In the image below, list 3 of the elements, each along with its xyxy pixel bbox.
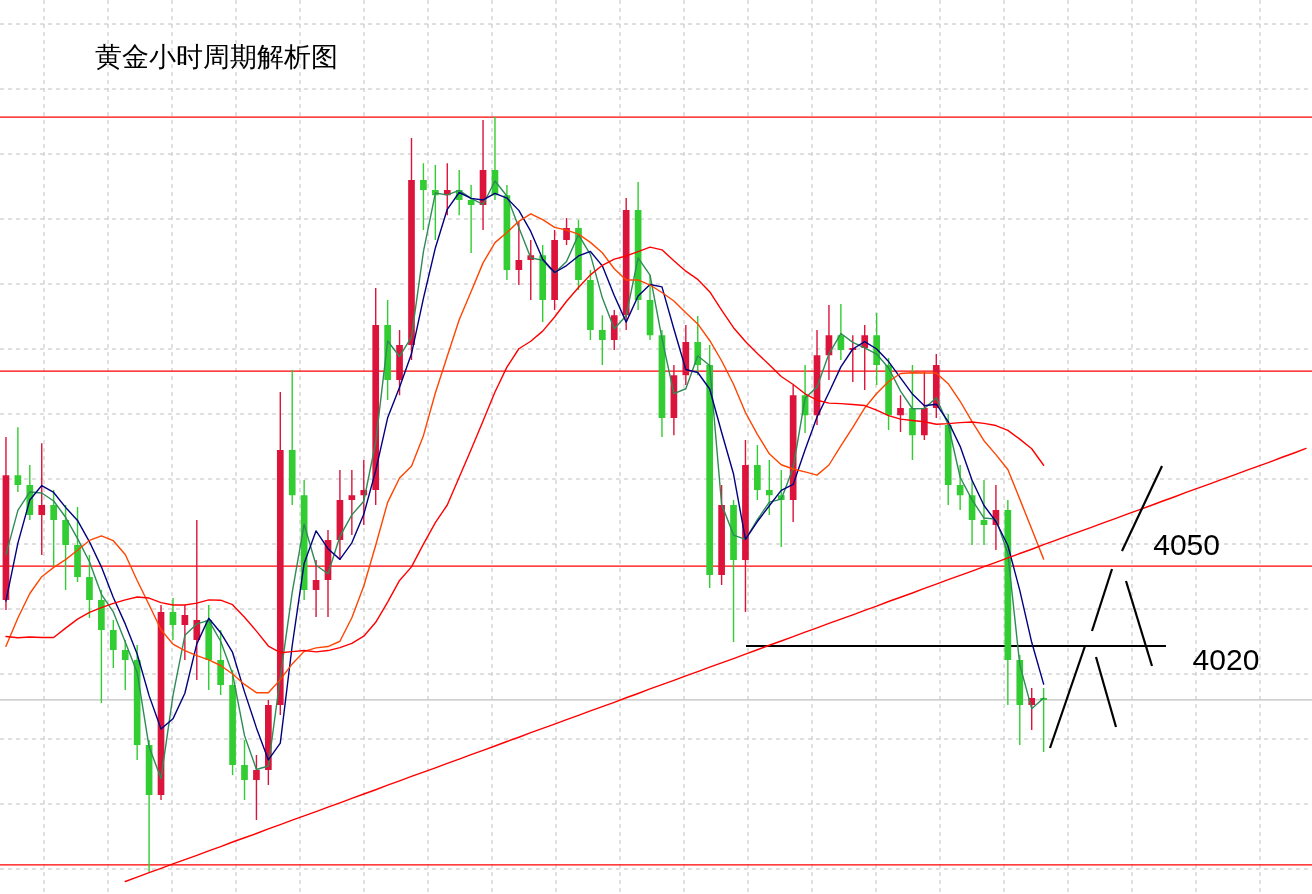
ref-line-label: 4050 [1153, 528, 1220, 562]
ref-line-label: 4020 [1192, 643, 1260, 677]
text: 黄金小时周期解析图 [95, 41, 338, 72]
